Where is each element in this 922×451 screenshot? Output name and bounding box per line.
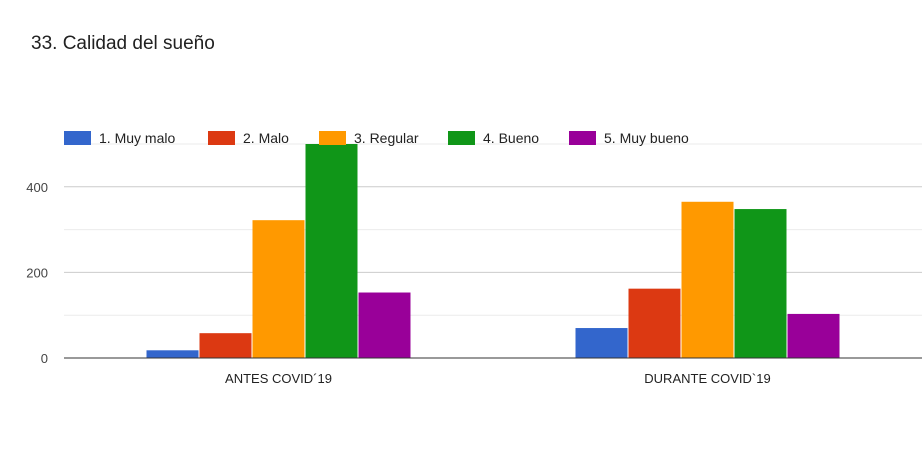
legend-label: 2. Malo: [243, 130, 289, 146]
legend: 1. Muy malo 2. Malo 3. Regular 4. Bueno 5. M…: [64, 130, 689, 146]
bar-1-1: [146, 350, 199, 358]
legend-swatch: [569, 131, 596, 145]
legend-label: 3. Regular: [354, 130, 419, 146]
y-tick-label: 400: [26, 180, 48, 195]
y-tick-label: 0: [41, 351, 48, 366]
legend-swatch: [448, 131, 475, 145]
x-category-label: ANTES COVID´19: [225, 371, 332, 386]
legend-swatch: [208, 131, 235, 145]
bars: [146, 144, 840, 358]
x-category-label: DURANTE COVID`19: [644, 371, 770, 386]
bar-2-2: [628, 288, 681, 358]
bar-3-2: [681, 201, 734, 358]
bar-1-2: [575, 328, 628, 358]
axes: 0 200 400 ANTES COVID´19 DURANTE COVID`19: [26, 180, 922, 386]
bar-4-2: [734, 209, 787, 358]
legend-label: 1. Muy malo: [99, 130, 175, 146]
legend-swatch: [319, 131, 346, 145]
legend-swatch: [64, 131, 91, 145]
legend-label: 5. Muy bueno: [604, 130, 689, 146]
chart-title: 33. Calidad del sueño: [31, 33, 215, 54]
gridlines: [64, 143, 922, 316]
legend-label: 4. Bueno: [483, 130, 539, 146]
bar-2-1: [199, 333, 252, 358]
bar-5-2: [787, 313, 840, 358]
bar-3-1: [252, 220, 305, 358]
y-tick-label: 200: [26, 265, 48, 280]
bar-5-1: [358, 292, 411, 358]
bar-4-1: [305, 144, 358, 358]
